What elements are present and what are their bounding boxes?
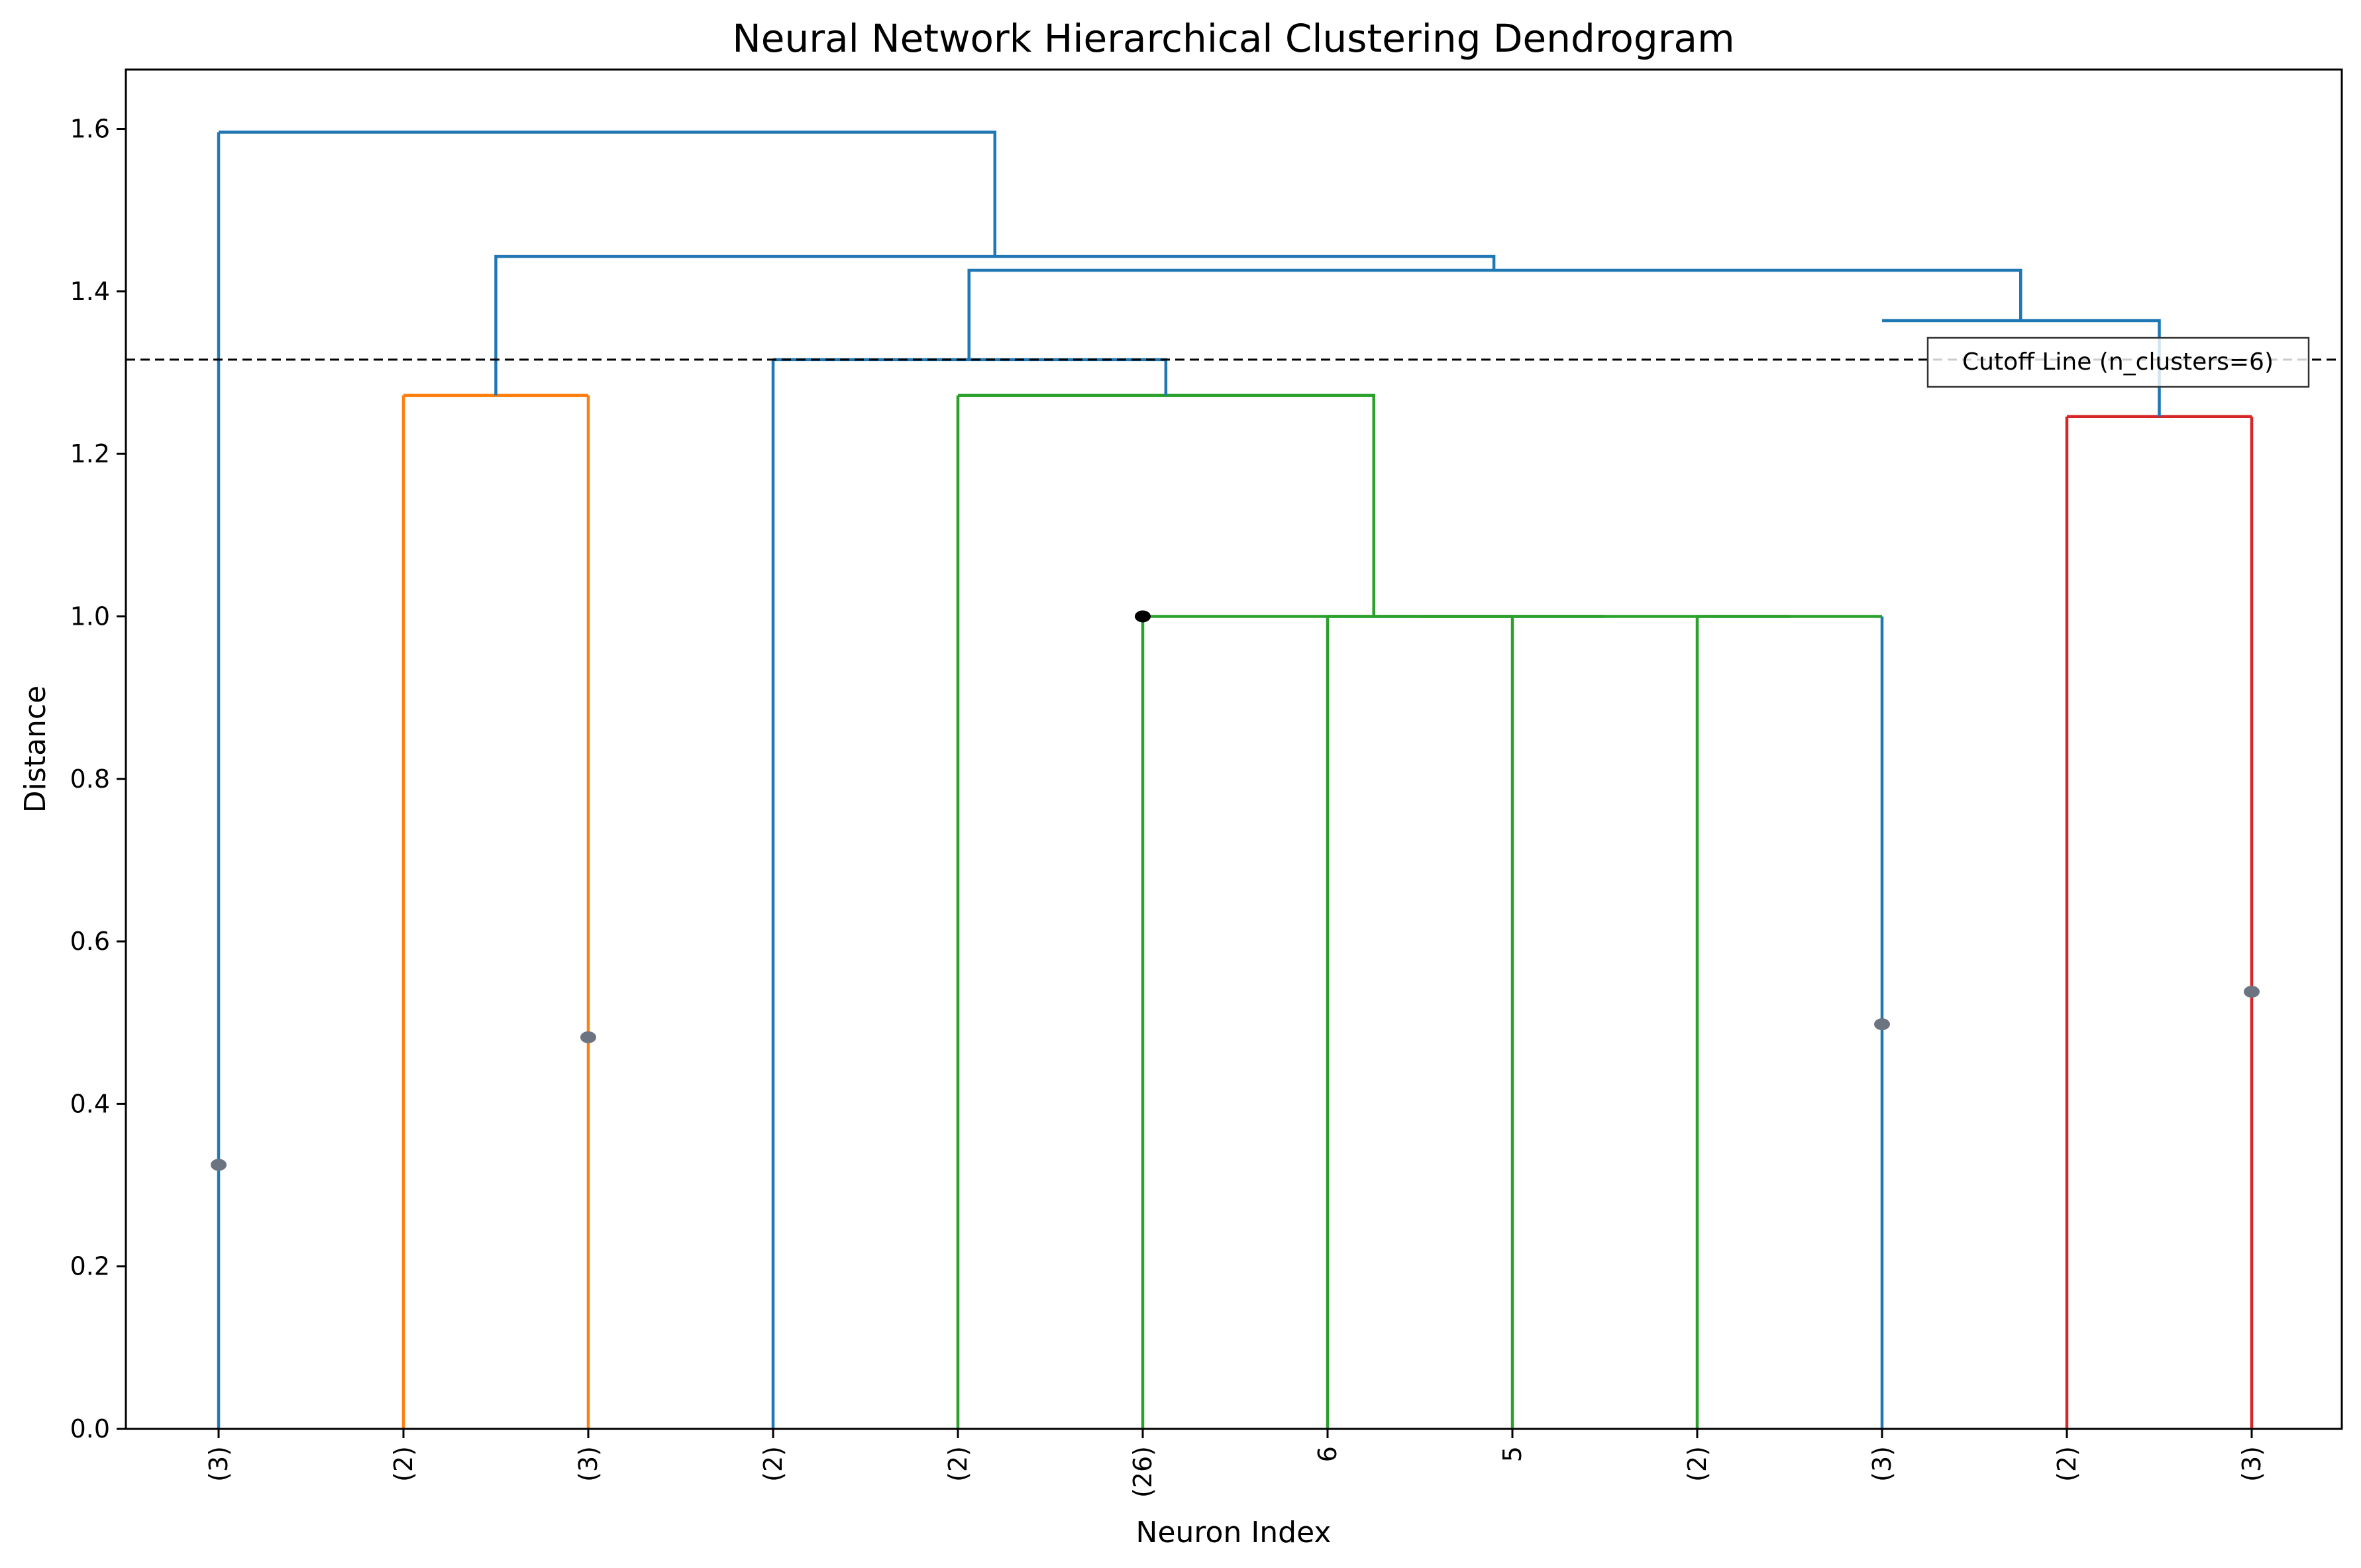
leaf-label: (3) [574,1446,603,1482]
cutoff-legend-box [1926,337,2310,388]
y-tick-label: 0.4 [70,1089,110,1118]
y-tick-label: 1.0 [70,601,110,631]
y-axis-label: Distance [19,686,52,813]
leaf-label: (2) [1683,1446,1712,1482]
leaf-label: 5 [1498,1446,1527,1462]
dendrogram-link [958,393,1375,617]
leaf-marker [1135,610,1151,623]
y-tick-label: 0.6 [70,927,110,956]
leaf-label: (2) [2052,1446,2081,1482]
leaf-label: (2) [759,1446,788,1482]
x-axis: (3) (2) (3) (2) (2) (26) 6 5 (2) (3) (2) (3) [204,1429,2266,1498]
plot-area [126,131,2342,1429]
leaf-label: (2) [389,1446,418,1482]
chart-title: Neural Network Hierarchical Clustering D… [732,16,1734,61]
leaf-label: (26) [1128,1446,1157,1498]
leaf-label: (3) [204,1446,233,1482]
y-tick-label: 0.2 [70,1252,110,1281]
dendrogram-link [494,254,1496,395]
dendrogram-link [773,358,1168,395]
leaf-label: (3) [1867,1446,1897,1482]
leaf-label: 6 [1313,1446,1342,1462]
leaf-marker [580,1031,596,1043]
cutoff-legend: Cutoff Line (n_clusters=6) [1926,337,2310,388]
y-tick-label: 1.4 [70,277,110,306]
plot-frame [125,68,2343,1430]
dendrogram-link [967,268,2022,360]
leaf-marker [211,1159,227,1171]
x-axis-label: Neuron Index [1136,1516,1332,1549]
dendrogram-link [219,131,997,257]
y-tick-label: 1.6 [70,115,110,144]
leaf-label: (3) [2237,1446,2266,1482]
y-tick-label: 1.2 [70,439,110,468]
y-axis: 0.0 0.2 0.4 0.6 0.8 1.0 1.2 1.4 1.6 [70,115,126,1443]
y-tick-label: 0.8 [70,764,110,794]
y-tick-label: 0.0 [70,1414,110,1443]
leaf-label: (2) [943,1446,972,1482]
leaf-marker [1874,1018,1890,1031]
cutoff-legend-text: Cutoff Line (n_clusters=6) [1962,348,2274,376]
leaf-marker [2244,986,2260,998]
